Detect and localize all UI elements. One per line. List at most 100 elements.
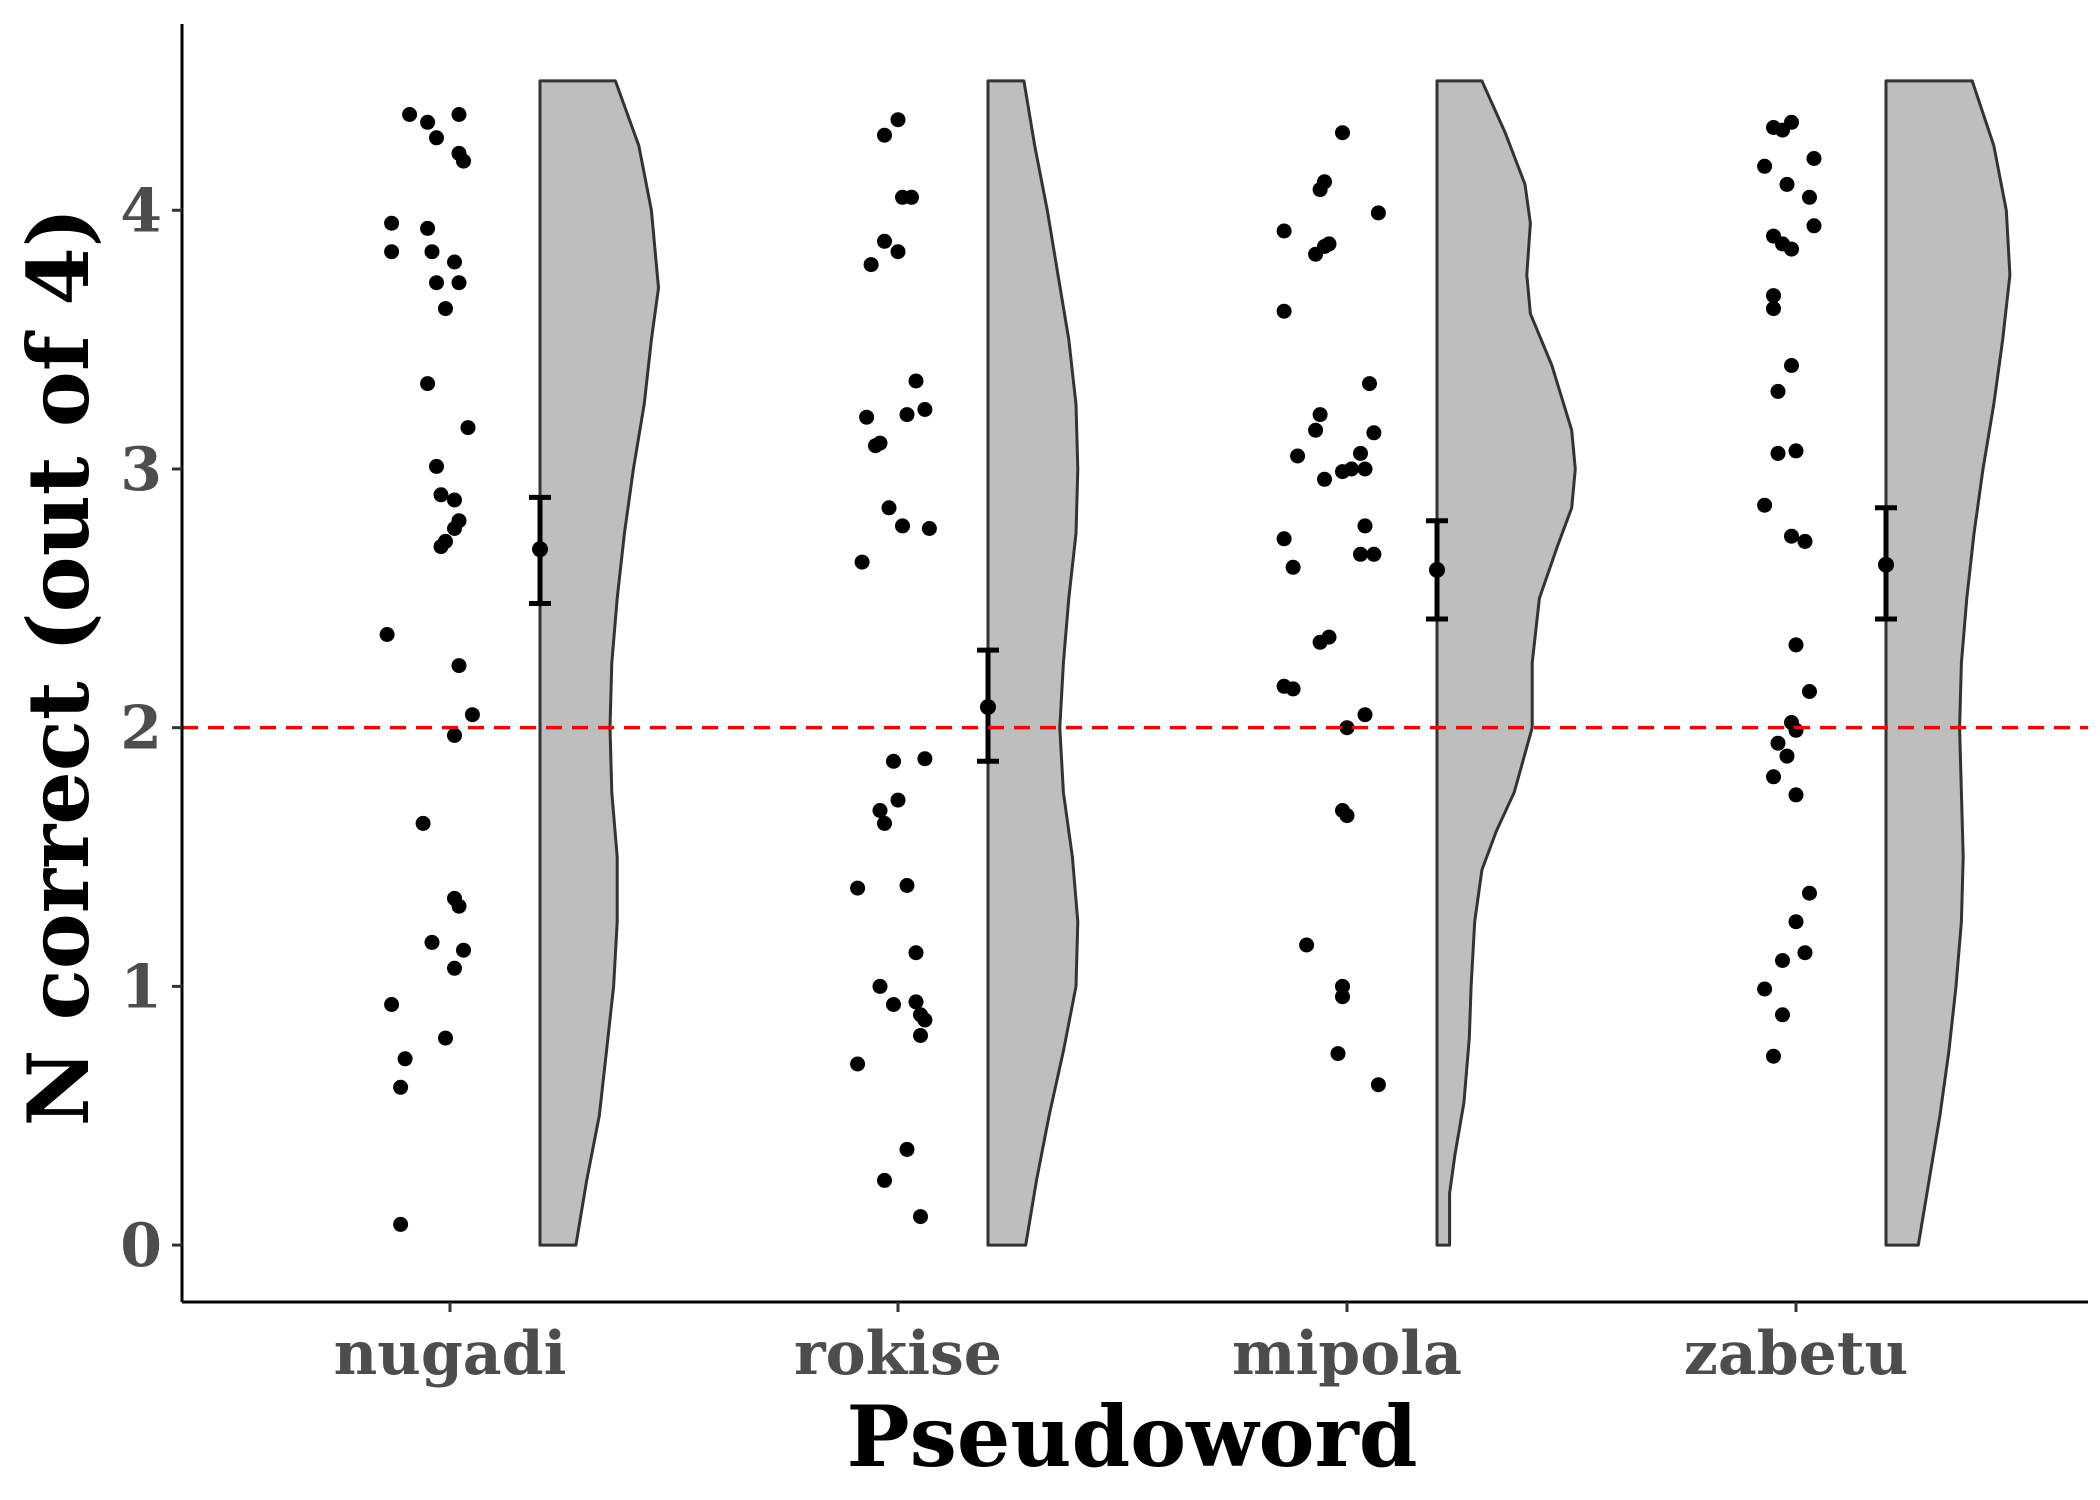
data-point [917,402,933,417]
data-point [1357,707,1373,723]
data-point [1366,546,1382,562]
data-point [872,978,888,994]
data-point [1285,681,1301,697]
y-tick-label: 3 [120,435,162,505]
data-point [1317,471,1332,487]
data-point [447,521,462,536]
data-point [1784,358,1799,373]
data-point [863,257,879,273]
data-point [420,220,436,236]
data-point [1788,722,1804,738]
data-point [415,815,431,831]
data-point [1779,748,1795,764]
mean-point-rokise [980,698,996,715]
data-point [393,1079,409,1095]
group-mipola [1276,79,1577,1247]
data-point [1757,497,1773,513]
data-point [447,254,462,270]
data-point [1335,464,1350,480]
violin-mipola [1435,79,1577,1247]
data-point [850,1056,866,1072]
data-point [1757,158,1773,174]
data-point [1806,151,1822,166]
y-tick-label: 4 [120,176,162,246]
data-point [917,1012,933,1028]
data-point [1276,303,1292,319]
data-point [908,373,924,389]
data-point [1312,634,1328,650]
data-point [1784,528,1799,544]
data-point [1353,546,1368,562]
data-point [456,942,471,958]
data-point [868,438,883,454]
data-point [1802,189,1817,205]
data-point [877,1172,892,1188]
data-point [1797,533,1813,549]
data-point [456,153,471,169]
data-point [890,792,906,808]
data-point [1788,443,1804,459]
data-point [1788,914,1804,930]
data-point [1308,246,1324,262]
data-point [1335,978,1350,994]
data-point [1339,808,1355,824]
data-point [1770,445,1786,461]
data-point [899,407,915,423]
data-point [1766,1048,1781,1064]
data-point [451,658,467,674]
data-point [877,127,892,143]
plot-area [379,79,2012,1247]
data-point [1290,448,1306,464]
mean-point-mipola [1429,561,1445,578]
data-point [899,1141,915,1157]
data-point [1339,720,1355,736]
data-point [1757,981,1773,997]
data-point [1802,684,1817,699]
data-point [881,500,897,516]
data-point [859,409,875,425]
data-point [913,1209,928,1225]
data-point [908,994,924,1010]
data-point [1788,787,1804,803]
data-point [1353,445,1368,461]
group-zabetu [1757,79,2012,1247]
data-point [1770,735,1786,751]
data-point [1766,301,1781,317]
violin-zabetu [1884,79,2012,1247]
data-point [877,233,892,249]
group-nugadi [379,79,660,1247]
data-point [429,458,444,474]
mean-point-zabetu [1878,556,1894,573]
x-tick-label-rokise: rokise [794,1319,1002,1389]
data-point [420,376,436,392]
data-point [429,275,444,291]
data-point [451,275,467,291]
violin-rokise [986,79,1080,1247]
data-point [1370,1077,1386,1093]
data-point [895,518,910,534]
data-point [1299,937,1315,953]
data-point [1312,182,1328,198]
data-point [1370,205,1386,221]
x-axis-title: Pseudoword [846,1387,1417,1486]
data-point [1770,383,1786,399]
data-point [1308,422,1324,438]
data-point [433,487,449,503]
data-point [451,107,467,122]
data-point [1766,288,1781,304]
y-tick-label: 1 [120,952,162,1022]
data-point [1775,953,1790,968]
data-point [424,934,440,950]
x-tick-label-zabetu: zabetu [1684,1319,1908,1389]
data-point [393,1216,409,1232]
data-point [1335,125,1350,141]
data-point [904,189,919,205]
data-point [424,244,440,260]
data-point [402,107,418,122]
data-point [908,945,924,961]
data-point [1784,241,1799,257]
data-point [886,997,901,1012]
violin-nugadi [538,79,660,1247]
mean-point-nugadi [532,541,548,558]
